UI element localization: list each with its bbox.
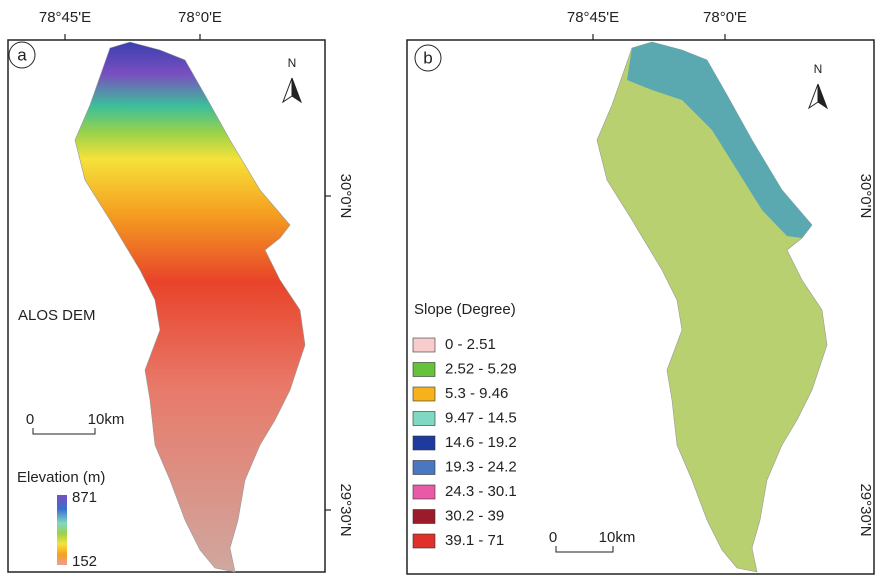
panel-frame (7, 39, 326, 573)
legend-label: 9.47 - 14.5 (445, 409, 517, 426)
longitude-label: 78°0'E (178, 9, 222, 26)
longitude-label: 78°45'E (39, 9, 91, 26)
legend-swatch (412, 509, 436, 524)
panel-label: b (423, 48, 432, 67)
longitude-label: 78°0'E (703, 9, 747, 26)
legend-swatch (412, 337, 436, 353)
panel-badge (414, 44, 442, 72)
legend-title: Slope (Degree) (414, 301, 516, 318)
scale-bar (32, 428, 96, 435)
legend: 0 - 2.51 2.52 - 5.29 5.3 - 9.46 9.47 - 14.5… (412, 336, 517, 549)
north-arrow: N (807, 62, 829, 110)
slope-map (596, 41, 828, 573)
panel-frame (406, 39, 875, 575)
legend-label: 19.3 - 24.2 (445, 458, 517, 475)
legend-swatch (412, 435, 436, 451)
latitude-label: 30°0'N (337, 174, 354, 219)
legend-swatch (412, 362, 436, 377)
north-arrow: N (281, 56, 303, 104)
scale-bar (555, 546, 614, 553)
panel-a: a 78°45'E 78°0'E 30°0'N 29°30'N N ALOS D… (7, 9, 354, 573)
legend-min: 152 (72, 553, 97, 570)
north-label: N (288, 56, 297, 70)
legend-swatch (412, 460, 436, 475)
scale-end: 10km (88, 411, 125, 428)
legend-title: Elevation (m) (17, 469, 105, 486)
north-label: N (814, 62, 823, 76)
longitude-label: 78°45'E (567, 9, 619, 26)
legend-swatch (412, 386, 436, 402)
panel-label: a (17, 45, 27, 64)
elevation-map (74, 41, 306, 573)
panel-badge (8, 41, 36, 69)
panel-b: b 78°45'E 78°0'E 30°0'N 29°30'N N 0 10km… (406, 9, 875, 575)
legend-label: 30.2 - 39 (445, 507, 504, 524)
legend-label: 2.52 - 5.29 (445, 360, 517, 377)
colorbar (57, 495, 67, 565)
legend-label: 14.6 - 19.2 (445, 434, 517, 451)
scale-end: 10km (599, 529, 636, 546)
latitude-label: 29°30'N (857, 483, 874, 536)
legend-label: 24.3 - 30.1 (445, 483, 517, 500)
legend-max: 871 (72, 489, 97, 506)
legend-label: 0 - 2.51 (445, 336, 496, 353)
dem-label: ALOS DEM (18, 307, 96, 324)
scale-start: 0 (549, 529, 557, 546)
legend-label: 39.1 - 71 (445, 532, 504, 549)
legend-swatch (412, 484, 436, 500)
scale-start: 0 (26, 411, 34, 428)
legend-swatch (412, 411, 436, 426)
legend-label: 5.3 - 9.46 (445, 385, 508, 402)
latitude-label: 30°0'N (857, 174, 874, 219)
latitude-label: 29°30'N (337, 483, 354, 536)
legend-swatch (412, 533, 436, 549)
